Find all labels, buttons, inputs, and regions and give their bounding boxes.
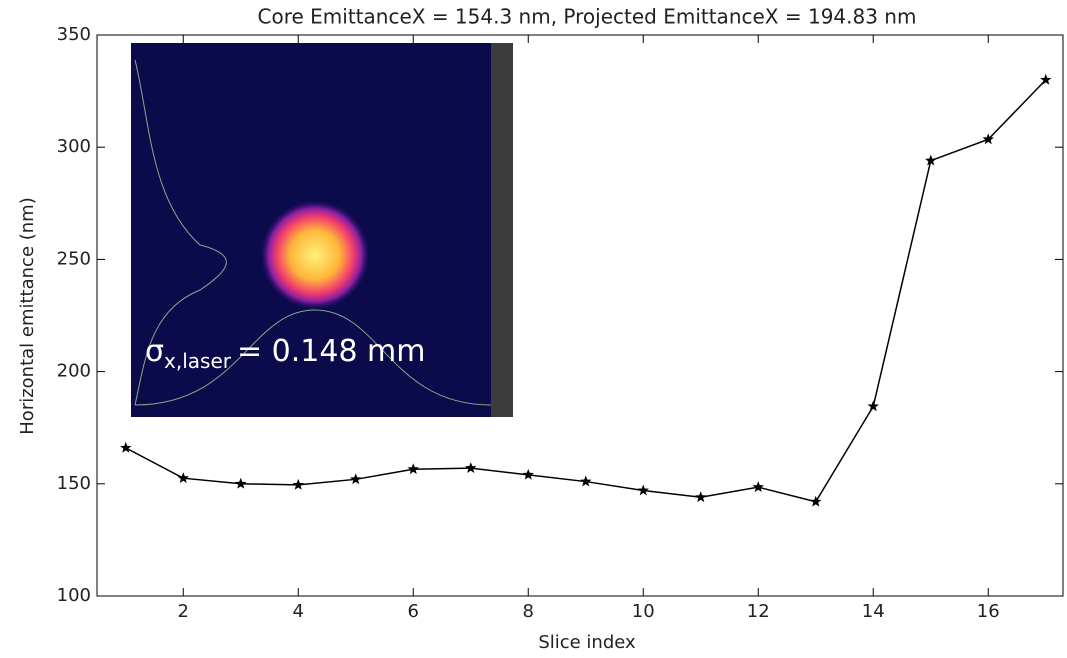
x-tick-label: 4 bbox=[293, 601, 304, 622]
point-marker bbox=[752, 481, 764, 493]
point-marker bbox=[407, 463, 419, 475]
x-tick-label: 16 bbox=[977, 601, 1000, 622]
x-tick-label: 10 bbox=[632, 601, 655, 622]
beam-image: σx,laser = 0.148 mm bbox=[131, 43, 513, 417]
x-tick-label: 8 bbox=[523, 601, 534, 622]
chart-title: Core EmittanceX = 154.3 nm, Projected Em… bbox=[258, 5, 917, 29]
y-tick-label: 150 bbox=[57, 473, 91, 494]
point-marker bbox=[637, 484, 649, 496]
point-marker bbox=[1040, 73, 1052, 85]
profile-x bbox=[134, 309, 492, 406]
point-marker bbox=[810, 495, 822, 507]
point-marker bbox=[120, 441, 132, 453]
point-marker bbox=[867, 400, 879, 412]
annotation-text: = 0.148 mm bbox=[237, 334, 426, 369]
x-tick-label: 6 bbox=[408, 601, 419, 622]
point-marker bbox=[522, 468, 534, 480]
y-tick-label: 200 bbox=[57, 361, 91, 382]
point-marker bbox=[350, 473, 362, 485]
y-tick-label: 250 bbox=[57, 248, 91, 269]
y-tick-label: 350 bbox=[57, 24, 91, 45]
annotation-symbol: σ bbox=[145, 334, 164, 369]
point-marker bbox=[580, 475, 592, 487]
y-tick-label: 300 bbox=[57, 136, 91, 157]
profile-y bbox=[134, 59, 227, 406]
point-marker bbox=[925, 154, 937, 166]
x-tick-label: 12 bbox=[747, 601, 770, 622]
point-marker bbox=[465, 462, 477, 473]
point-marker bbox=[292, 478, 304, 490]
point-marker bbox=[235, 477, 247, 489]
x-axis-label: Slice index bbox=[538, 632, 636, 653]
point-marker bbox=[695, 491, 707, 503]
x-tick-label: 2 bbox=[178, 601, 189, 622]
annotation-subscript: x,laser bbox=[164, 349, 232, 373]
point-marker bbox=[982, 133, 994, 145]
y-tick-label: 100 bbox=[57, 585, 91, 606]
plot-frame bbox=[96, 34, 1064, 597]
point-marker bbox=[177, 472, 189, 484]
y-axis-label: Horizontal emittance (nm) bbox=[17, 197, 38, 434]
beam-spot bbox=[260, 200, 370, 310]
annotation: σx,laser = 0.148 mm bbox=[145, 334, 426, 373]
x-tick-label: 14 bbox=[862, 601, 885, 622]
image-strip bbox=[491, 43, 513, 417]
